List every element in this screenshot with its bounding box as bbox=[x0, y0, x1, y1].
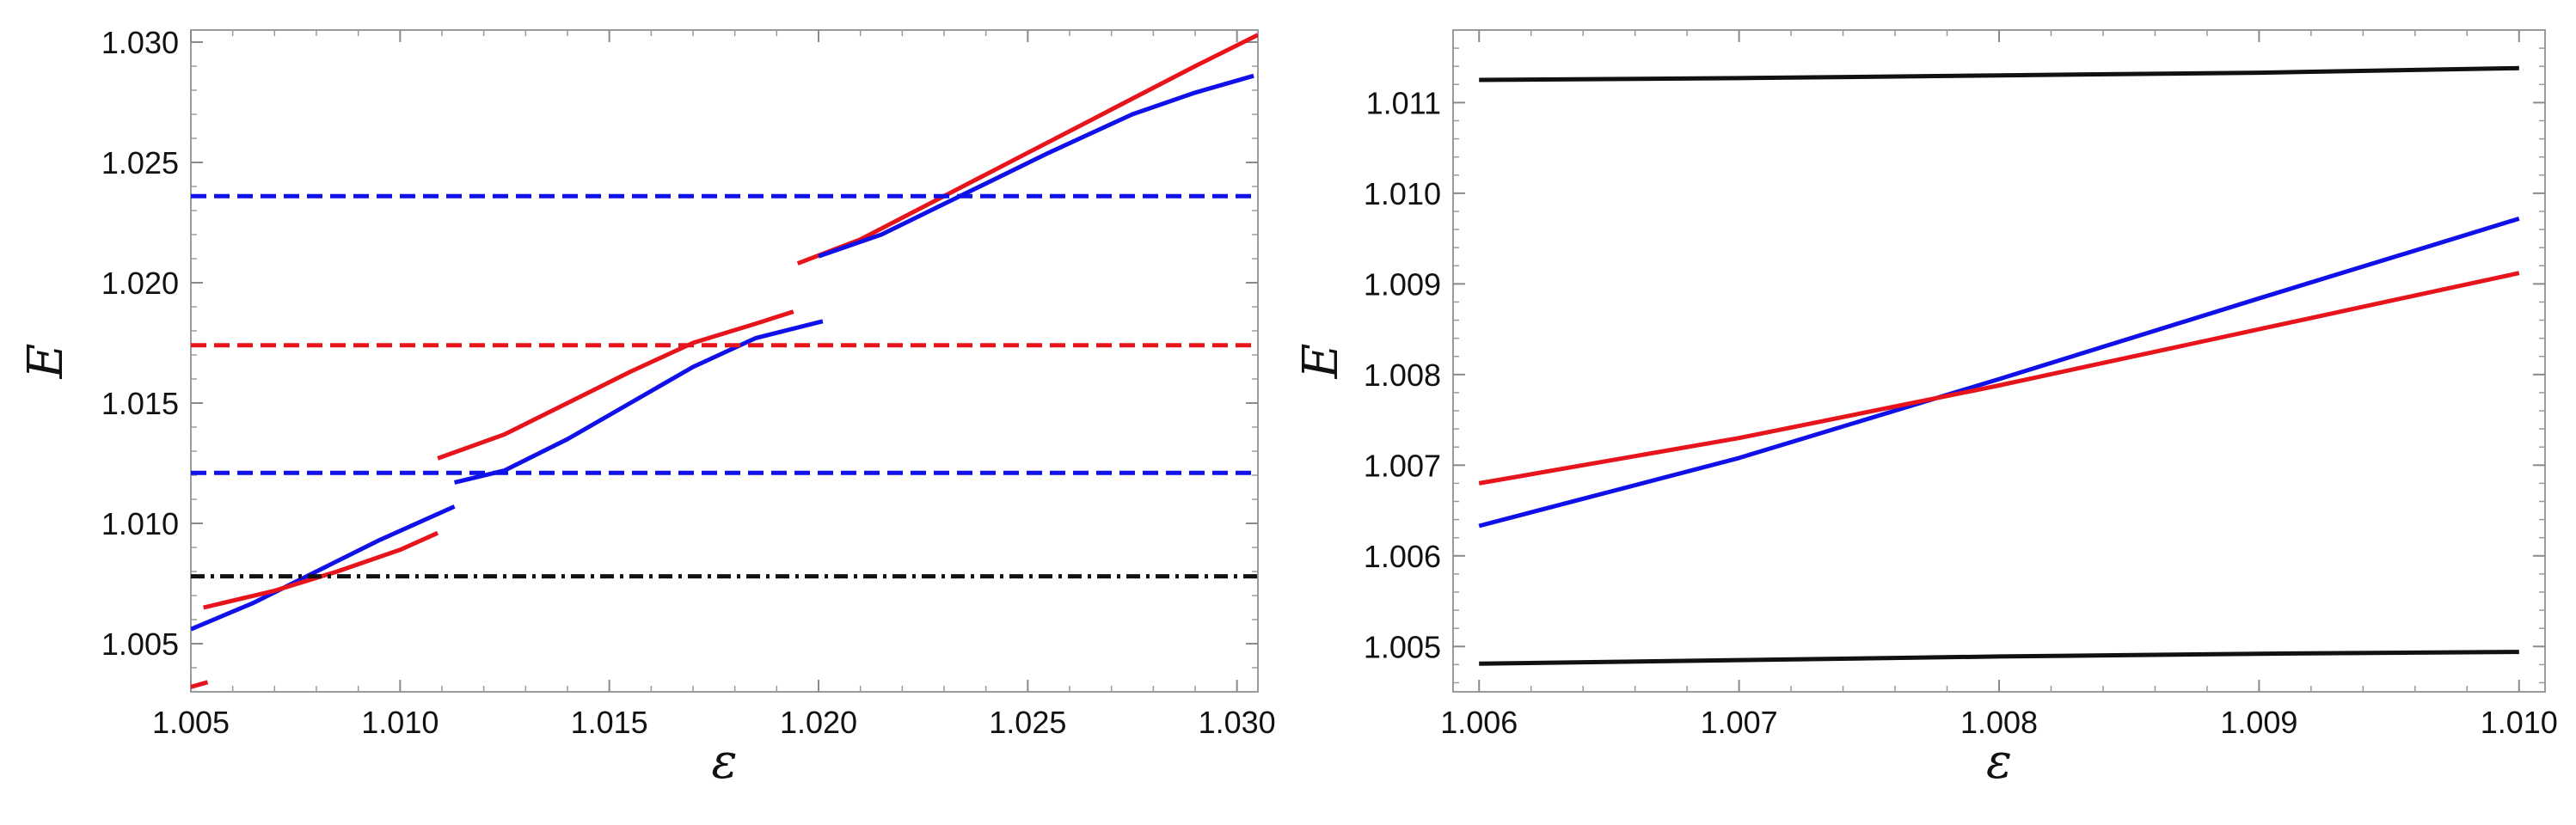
series-line-0 bbox=[191, 680, 209, 689]
x-tick-label: 1.005 bbox=[152, 705, 230, 740]
right-panel: 1.006 1.007 1.008 1.009 1.010 1.005 1.006 1.007… bbox=[1293, 29, 2558, 790]
x-tick-label: 1.009 bbox=[2220, 705, 2297, 740]
series-line-0 bbox=[1479, 65, 2519, 82]
series-group bbox=[191, 33, 1258, 689]
x-tick-label: 1.008 bbox=[1960, 705, 2038, 740]
y-tick-label: 1.015 bbox=[101, 386, 179, 421]
y-tick-label: 1.006 bbox=[1364, 539, 1441, 574]
x-tick-label: 1.025 bbox=[989, 705, 1066, 740]
series-line-1 bbox=[1478, 217, 2520, 529]
left-panel: 1.005 1.010 1.015 1.020 1.025 1.030 1.005 1.010… bbox=[18, 25, 1276, 790]
series-line-6 bbox=[818, 73, 1254, 259]
y-tick-label: 1.005 bbox=[101, 626, 179, 662]
series-line-3 bbox=[437, 309, 794, 461]
x-tick-label: 1.010 bbox=[361, 705, 439, 740]
y-tick-label: 1.009 bbox=[1364, 266, 1441, 302]
series-line-1 bbox=[191, 504, 456, 632]
y-tick-label: 1.020 bbox=[101, 266, 179, 301]
series-line-2 bbox=[203, 530, 439, 610]
x-axis-label: ε bbox=[1986, 734, 2012, 790]
plot-frame bbox=[1452, 29, 2546, 693]
y-tick-label: 1.030 bbox=[101, 25, 179, 60]
y-tick-label: 1.007 bbox=[1364, 448, 1441, 483]
plot-frame bbox=[190, 29, 1259, 693]
series-line-3 bbox=[1479, 650, 2519, 666]
y-tick-label: 1.011 bbox=[1366, 85, 1441, 120]
series-line-5 bbox=[796, 33, 1258, 266]
y-tick-label: 1.025 bbox=[101, 145, 179, 180]
y-tick-label: 1.010 bbox=[101, 506, 179, 541]
y-axis-label: E bbox=[18, 344, 74, 380]
x-tick-label: 1.015 bbox=[571, 705, 648, 740]
x-tick-label: 1.020 bbox=[780, 705, 857, 740]
x-tick-label: 1.030 bbox=[1199, 705, 1276, 740]
y-tick-label: 1.008 bbox=[1364, 358, 1441, 393]
x-tick-label: 1.010 bbox=[2481, 705, 2558, 740]
x-tick-label: 1.007 bbox=[1701, 705, 1778, 740]
x-axis-label: ε bbox=[711, 734, 737, 790]
series-group bbox=[1478, 65, 2520, 666]
series-line-4 bbox=[454, 319, 824, 485]
y-tick-label: 1.005 bbox=[1364, 629, 1441, 664]
y-tick-label: 1.010 bbox=[1364, 176, 1441, 211]
y-axis-label: E bbox=[1293, 344, 1349, 380]
x-tick-label: 1.006 bbox=[1440, 705, 1518, 740]
series-line-2 bbox=[1478, 271, 2520, 486]
